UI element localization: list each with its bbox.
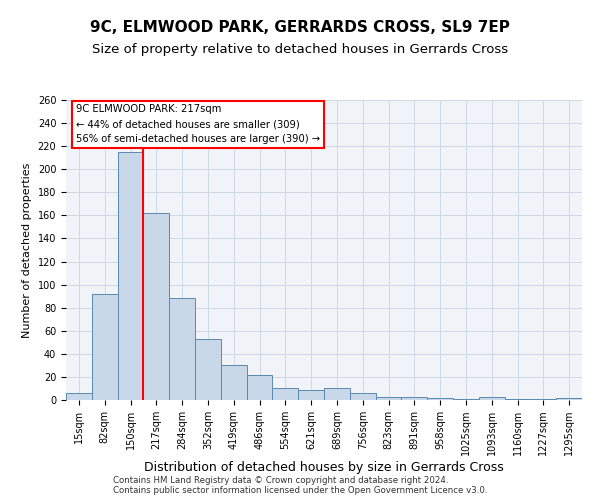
Text: Size of property relative to detached houses in Gerrards Cross: Size of property relative to detached ho… bbox=[92, 42, 508, 56]
Bar bbox=[247, 374, 272, 400]
X-axis label: Distribution of detached houses by size in Gerrards Cross: Distribution of detached houses by size … bbox=[144, 461, 504, 474]
Bar bbox=[143, 213, 169, 400]
Bar bbox=[118, 152, 143, 400]
Bar bbox=[427, 398, 453, 400]
Bar bbox=[453, 399, 479, 400]
Bar bbox=[92, 294, 118, 400]
Y-axis label: Number of detached properties: Number of detached properties bbox=[22, 162, 32, 338]
Bar bbox=[505, 399, 530, 400]
Bar bbox=[479, 396, 505, 400]
Bar bbox=[556, 398, 582, 400]
Bar bbox=[401, 396, 427, 400]
Bar bbox=[324, 388, 350, 400]
Bar bbox=[66, 393, 92, 400]
Bar bbox=[350, 393, 376, 400]
Text: 9C, ELMWOOD PARK, GERRARDS CROSS, SL9 7EP: 9C, ELMWOOD PARK, GERRARDS CROSS, SL9 7E… bbox=[90, 20, 510, 35]
Bar bbox=[298, 390, 324, 400]
Bar bbox=[530, 399, 556, 400]
Text: Contains HM Land Registry data © Crown copyright and database right 2024.
Contai: Contains HM Land Registry data © Crown c… bbox=[113, 476, 487, 495]
Bar bbox=[221, 366, 247, 400]
Bar bbox=[272, 388, 298, 400]
Bar bbox=[376, 396, 401, 400]
Text: 9C ELMWOOD PARK: 217sqm
← 44% of detached houses are smaller (309)
56% of semi-d: 9C ELMWOOD PARK: 217sqm ← 44% of detache… bbox=[76, 104, 320, 144]
Bar bbox=[169, 298, 195, 400]
Bar bbox=[195, 339, 221, 400]
